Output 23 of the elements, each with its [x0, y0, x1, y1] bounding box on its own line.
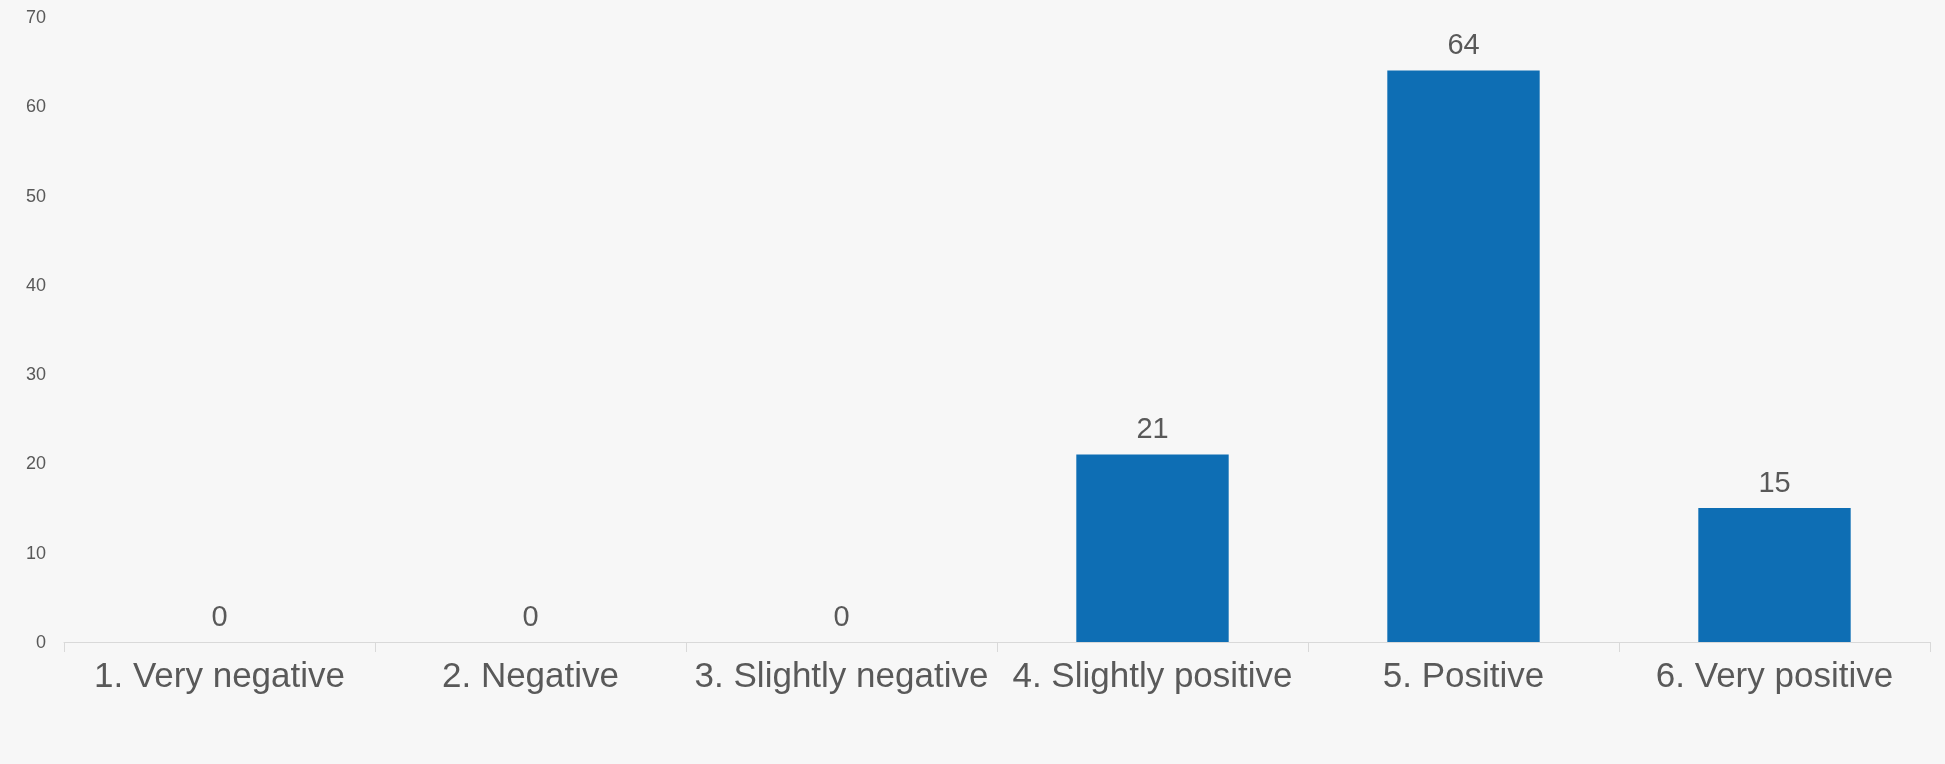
data-label: 0 — [522, 599, 539, 632]
y-tick-label: 40 — [25, 274, 46, 295]
x-tick-label: 5. Positive — [1382, 654, 1545, 694]
y-tick-label: 60 — [25, 96, 46, 117]
bar — [1387, 70, 1540, 642]
x-tick-label: 3. Slightly negative — [694, 654, 989, 694]
y-tick-label: 0 — [35, 632, 46, 652]
y-tick-label: 70 — [25, 7, 46, 27]
data-label: 21 — [1136, 412, 1169, 444]
y-tick-label: 10 — [25, 542, 46, 563]
data-label: 15 — [1758, 465, 1791, 498]
y-tick-label: 50 — [25, 185, 46, 206]
x-tick-label: 1. Very negative — [94, 654, 345, 694]
bar — [1076, 454, 1229, 642]
x-tick-label: 6. Very positive — [1655, 654, 1894, 694]
x-tick-label: 2. Negative — [441, 654, 620, 694]
data-label: 64 — [1447, 28, 1480, 61]
data-label: 0 — [833, 599, 850, 632]
bar — [1698, 508, 1851, 642]
y-tick-label: 30 — [25, 364, 46, 385]
x-tick-label: 4. Slightly positive — [1012, 654, 1293, 694]
y-tick-label: 20 — [25, 453, 46, 474]
data-label: 0 — [211, 599, 228, 632]
